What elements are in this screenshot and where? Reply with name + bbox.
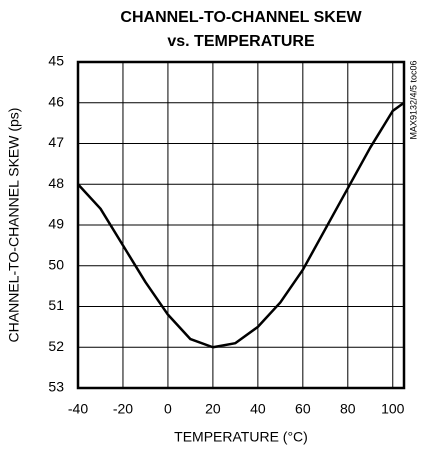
line (77, 101, 405, 349)
x-tick-label: -40 (68, 401, 88, 417)
y-tick-label: 51 (48, 297, 64, 313)
x-tick-label: 60 (295, 401, 311, 417)
x-tick-label: -20 (113, 401, 133, 417)
x-tick-label: 100 (381, 401, 405, 417)
y-tick-label: 47 (48, 134, 64, 150)
plot-border (76, 60, 406, 390)
x-tick-label: 40 (250, 401, 266, 417)
y-tick-label: 49 (48, 216, 64, 232)
annotation: MAX9132/4/5 toc06 (408, 60, 418, 139)
y-tick-label: 52 (48, 338, 64, 354)
y-axis-label: CHANNEL-TO-CHANNEL SKEW (ps) (6, 108, 22, 343)
x-tick-label: 0 (164, 401, 172, 417)
y-tick-label: 45 (48, 53, 64, 69)
chart-title: CHANNEL-TO-CHANNEL SKEW (120, 9, 362, 26)
y-tick-label: 46 (48, 93, 64, 109)
chart-title: vs. TEMPERATURE (167, 33, 315, 50)
y-tick-label: 53 (48, 379, 64, 395)
x-tick-label: 80 (340, 401, 356, 417)
y-tick-label: 50 (48, 256, 64, 272)
y-tick-label: 48 (48, 175, 64, 191)
x-tick-label: 20 (205, 401, 221, 417)
x-axis-label: TEMPERATURE (°C) (174, 429, 308, 445)
